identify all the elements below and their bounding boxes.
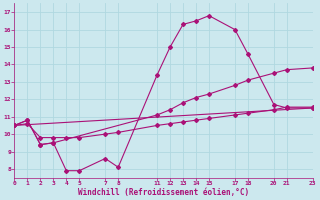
X-axis label: Windchill (Refroidissement éolien,°C): Windchill (Refroidissement éolien,°C) [78,188,249,197]
